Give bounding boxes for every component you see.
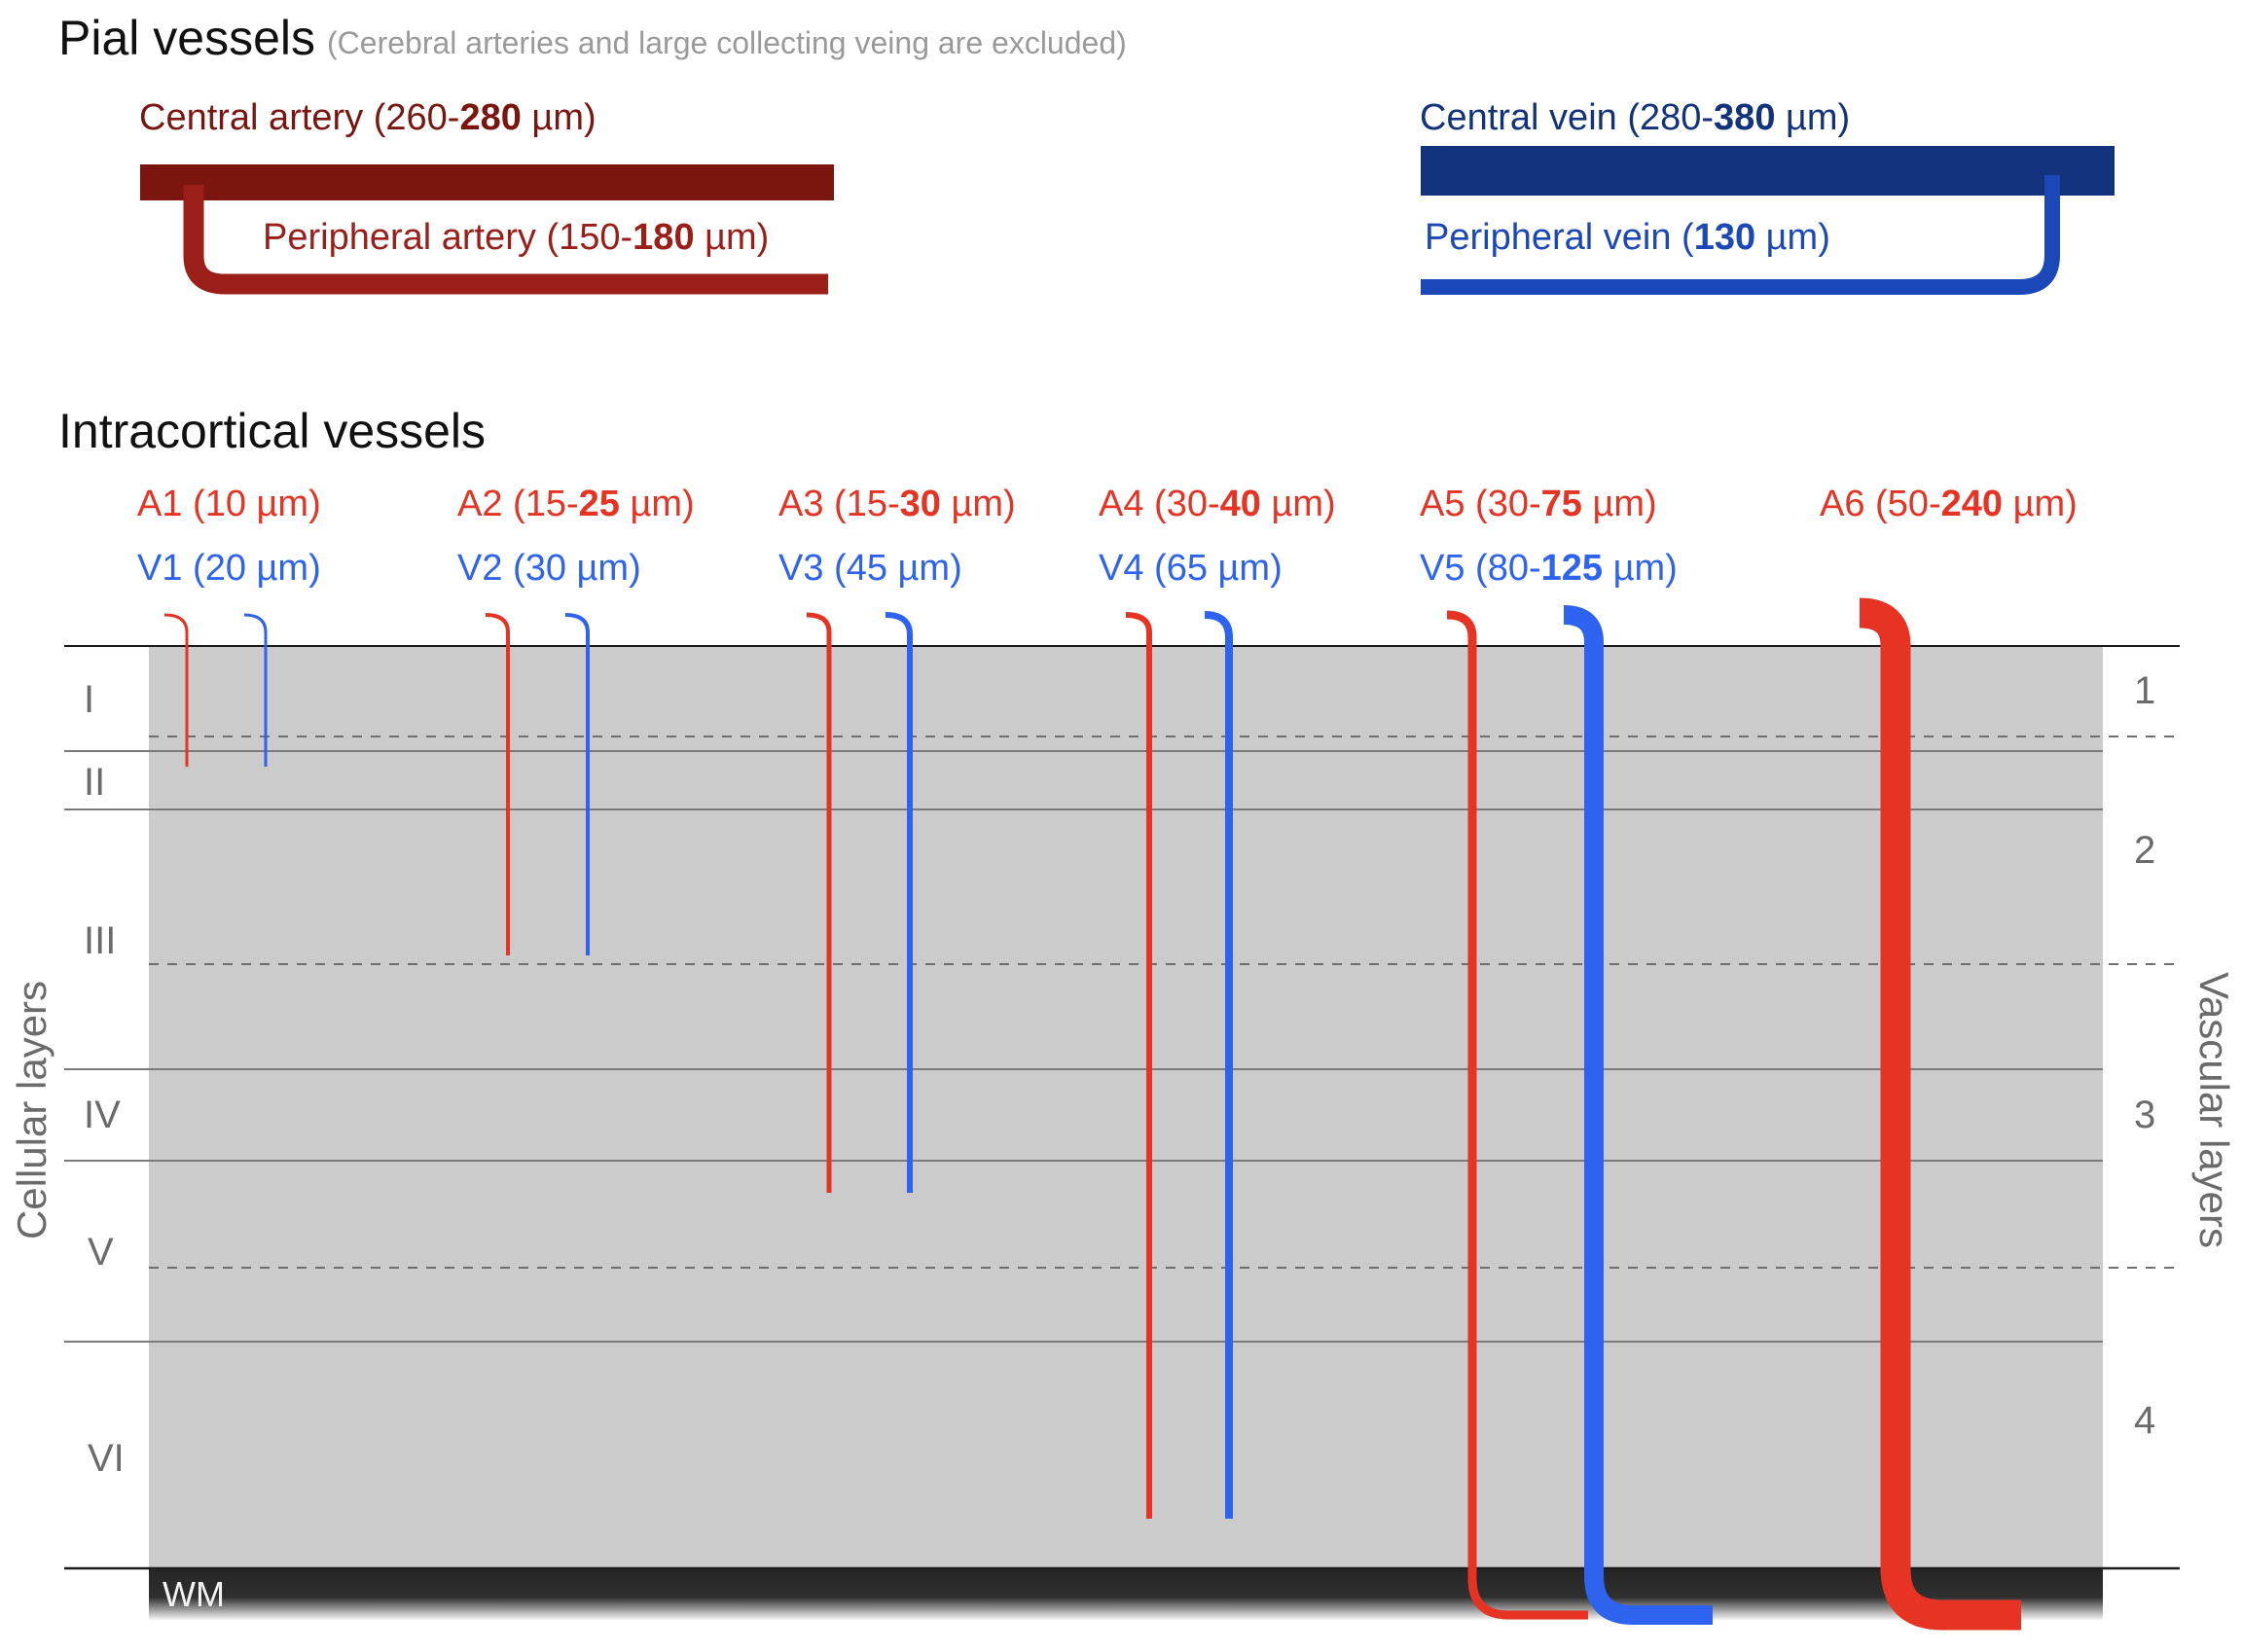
central-vein-vessel (1421, 146, 2115, 196)
vein-v5-label: V5 (80-125 µm) (1420, 548, 1678, 589)
vein-v2-label: V2 (30 µm) (457, 548, 641, 589)
artery-a2-vessel (485, 613, 510, 955)
peripheral-vein-label: Peripheral vein (130 µm) (1425, 217, 1830, 258)
vascular-layer-label: 1 (2134, 669, 2156, 712)
cellular-layers-axis-title: Cellular layers (9, 980, 54, 1240)
peripheral-artery-vessel (183, 185, 828, 295)
cellular-layer-label: IV (84, 1094, 121, 1136)
vein-v5-vessel (1563, 605, 1713, 1625)
cortex-area (149, 646, 2103, 1568)
artery-a6-label: A6 (50-240 µm) (1820, 484, 2078, 524)
peripheral-vein-vessel (1421, 175, 2060, 295)
vein-v2-vessel (564, 613, 590, 955)
artery-a3-vessel (806, 612, 832, 1193)
intracortical-vessels-title: Intracortical vessels (58, 404, 487, 458)
white-matter-label: WM (163, 1574, 225, 1614)
artery-a4-label: A4 (30-40 µm) (1099, 484, 1336, 524)
pial-vessels-note: (Cerebral arteries and large collecting … (327, 25, 1127, 60)
cellular-layer-label: II (84, 761, 106, 804)
vascular-layer-label: 4 (2134, 1399, 2156, 1442)
artery-a5-vessel (1446, 610, 1588, 1620)
artery-a4-vessel (1125, 612, 1152, 1519)
central-artery-vessel (140, 164, 834, 200)
artery-a3-label: A3 (15-30 µm) (778, 484, 1016, 524)
vein-v1-vessel (243, 613, 268, 767)
vein-v1-label: V1 (20 µm) (137, 548, 321, 589)
artery-a5-label: A5 (30-75 µm) (1420, 484, 1657, 524)
artery-a6-vessel (1859, 597, 2021, 1631)
vascular-layer-label: 2 (2134, 829, 2156, 872)
pial-vessels-title: Pial vessels (58, 11, 315, 65)
cellular-layer-label: V (88, 1231, 114, 1274)
artery-a2-label: A2 (15-25 µm) (457, 484, 695, 524)
vascular-layers-axis-title: Vascular layers (2191, 972, 2237, 1248)
artery-a1-label: A1 (10 µm) (137, 484, 321, 524)
cellular-layer-label: I (84, 678, 95, 721)
artery-a1-vessel (163, 613, 189, 767)
cellular-layer-label: VI (88, 1437, 125, 1480)
vein-v3-vessel (885, 612, 913, 1193)
central-vein-label: Central vein (280-380 µm) (1420, 97, 1851, 138)
vascular-layer-label: 3 (2134, 1094, 2156, 1136)
central-artery-label: Central artery (260-280 µm) (139, 97, 597, 138)
cellular-layer-label: III (84, 919, 117, 962)
peripheral-artery-label: Peripheral artery (150-180 µm) (263, 217, 770, 258)
vein-v4-label: V4 (65 µm) (1099, 548, 1283, 589)
vein-v3-label: V3 (45 µm) (778, 548, 962, 589)
white-matter-band (149, 1568, 2103, 1621)
vein-v4-vessel (1204, 611, 1233, 1519)
